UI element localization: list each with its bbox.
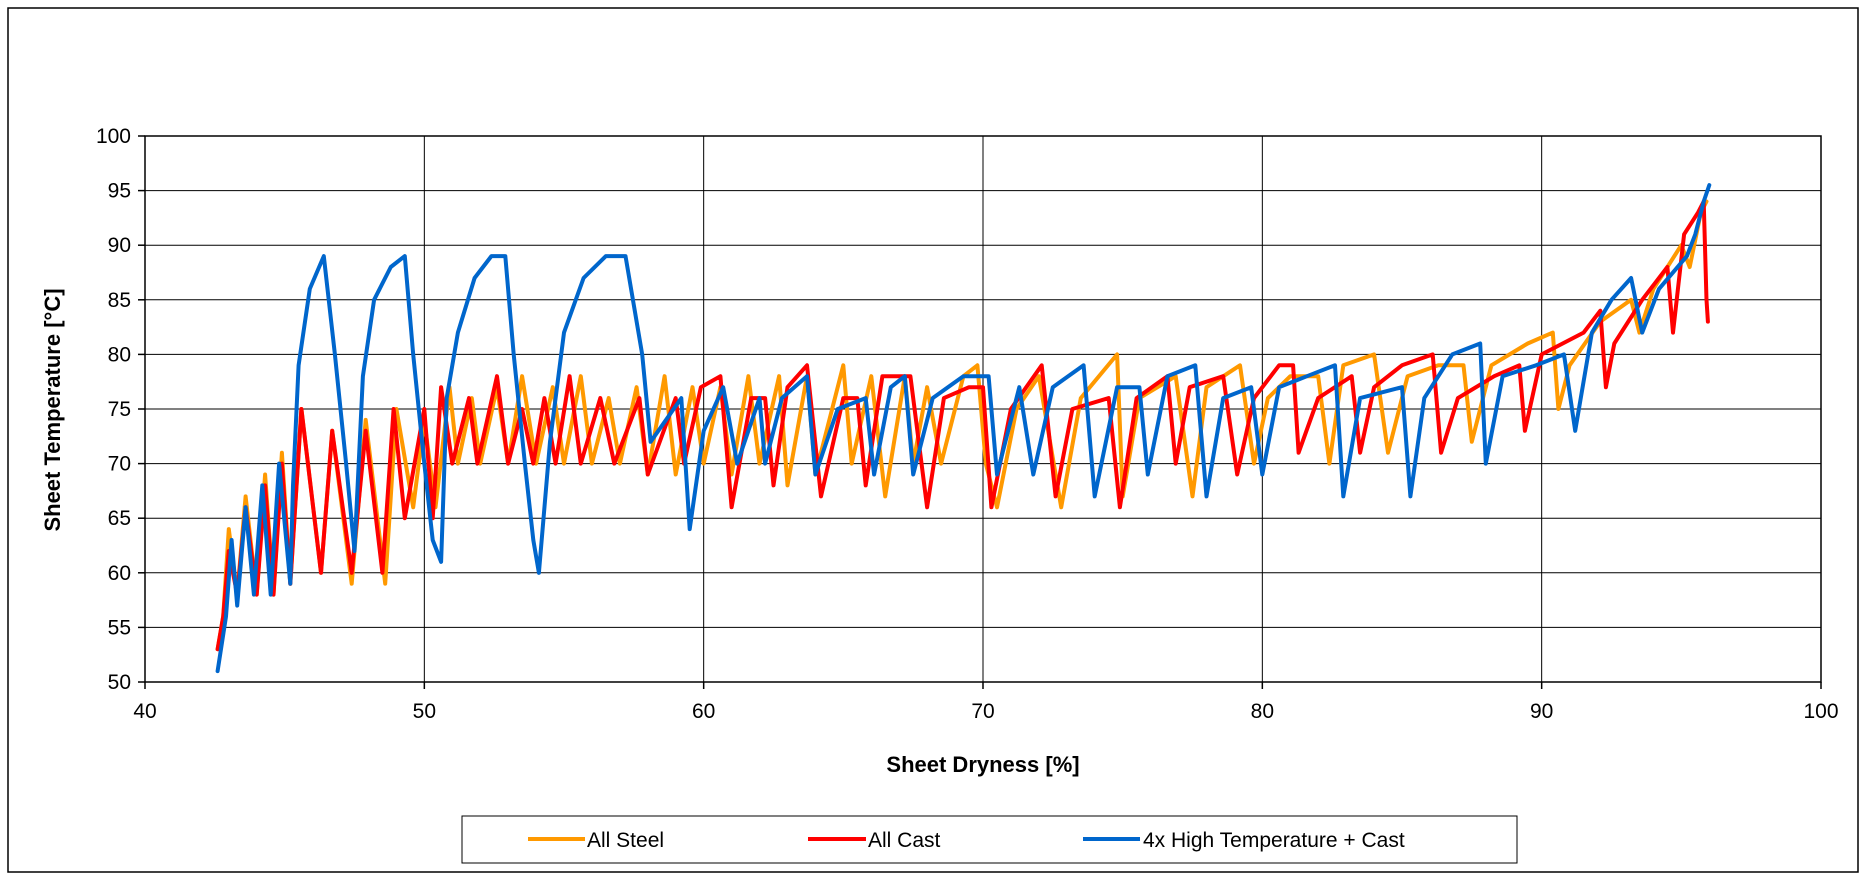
y-axis-ticks: 50 55 60 65 70 75 80 85 90 95 100 — [96, 125, 145, 694]
y-tick-label: 50 — [108, 671, 131, 694]
x-tick-label: 80 — [1251, 700, 1274, 723]
chart-area-border — [7, 7, 1859, 873]
x-tick-label: 50 — [413, 700, 436, 723]
x-axis-ticks: 40 50 60 70 80 90 100 — [133, 682, 1839, 723]
y-tick-label: 80 — [108, 343, 131, 366]
series-layer — [215, 183, 1712, 674]
series-line-2 — [215, 183, 1712, 674]
legend-box — [461, 815, 1518, 864]
x-tick-label: 70 — [971, 700, 994, 723]
x-tick-label: 90 — [1530, 700, 1553, 723]
x-tick-label: 40 — [133, 700, 156, 723]
x-tick-label: 60 — [692, 700, 715, 723]
legend-label-all-steel: All Steel — [587, 829, 664, 852]
y-tick-label: 65 — [108, 507, 131, 530]
series-line-1 — [215, 199, 1710, 652]
y-tick-label: 60 — [108, 562, 131, 585]
y-tick-label: 100 — [96, 125, 131, 148]
x-tick-label: 100 — [1803, 700, 1838, 723]
y-tick-label: 70 — [108, 453, 131, 476]
y-tick-label: 90 — [108, 234, 131, 257]
y-tick-label: 55 — [108, 616, 131, 639]
x-axis-title: Sheet Dryness [%] — [886, 752, 1079, 777]
legend-label-all-cast: All Cast — [868, 829, 941, 852]
legend: All Steel All Cast 4x High Temperature +… — [461, 815, 1518, 864]
y-tick-label: 85 — [108, 289, 131, 312]
y-tick-label: 75 — [108, 398, 131, 421]
y-tick-label: 95 — [108, 180, 131, 203]
legend-label-high-temp-cast: 4x High Temperature + Cast — [1143, 829, 1405, 852]
series-line-0 — [215, 199, 1709, 652]
y-axis-title: Sheet Temperature [°C] — [40, 288, 65, 531]
